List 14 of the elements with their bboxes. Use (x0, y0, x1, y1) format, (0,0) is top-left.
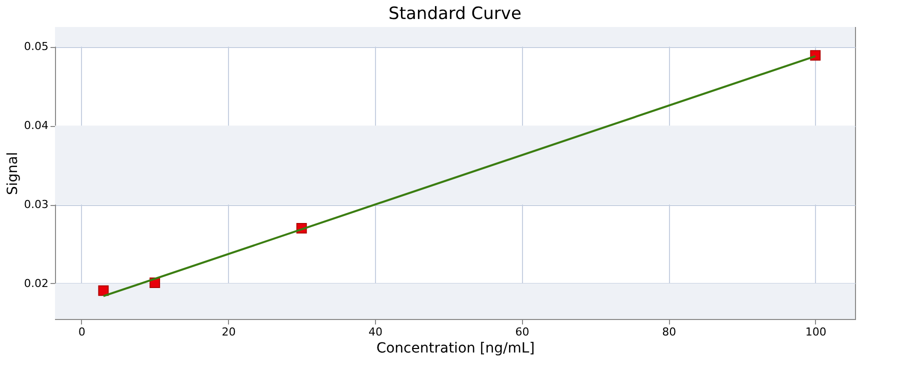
y-tick-label: 0.04 (24, 119, 48, 132)
x-tick-label: 0 (78, 326, 86, 338)
x-tick-label: 20 (222, 326, 236, 338)
x-tick-label: 80 (662, 326, 676, 338)
x-tick-label: 40 (368, 326, 382, 338)
x-tick-label: 100 (805, 326, 826, 338)
y-tick-label: 0.02 (24, 276, 48, 290)
y-axis-title: Signal (5, 152, 22, 196)
y-tick-label: 0.05 (24, 40, 48, 54)
y-tick-label: 0.03 (24, 198, 48, 212)
x-axis-title: Concentration [ng/mL] (376, 340, 535, 356)
x-tick-label: 60 (515, 326, 530, 338)
chart-title: Standard Curve (388, 4, 522, 24)
point (98, 285, 109, 296)
